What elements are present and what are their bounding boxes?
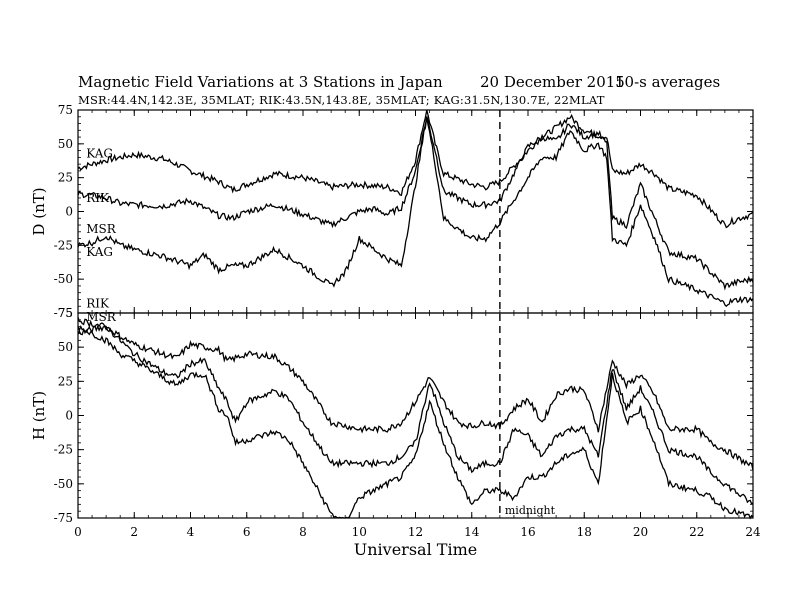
stations-subtitle: MSR:44.4N,142.3E, 35MLAT; RIK:43.5N,143.… xyxy=(78,93,605,107)
chart-title: Magnetic Field Variations at 3 Stations … xyxy=(78,73,720,91)
station-label: KAG xyxy=(86,245,113,259)
station-label: MSR xyxy=(86,310,117,324)
station-label: KAG xyxy=(86,146,113,160)
y-tick-label: 50 xyxy=(58,137,73,151)
y-tick-label: 25 xyxy=(58,374,73,388)
y-tick-label: 50 xyxy=(58,340,73,354)
series-line-D-3 xyxy=(77,117,754,308)
y-tick-label: -25 xyxy=(54,443,73,457)
x-tick-label: 6 xyxy=(243,525,251,539)
x-tick-label: 16 xyxy=(520,525,535,539)
x-tick-label: 12 xyxy=(408,525,423,539)
y-tick-label: 75 xyxy=(58,103,73,117)
x-tick-label: 24 xyxy=(745,525,761,539)
x-tick-label: 14 xyxy=(464,525,480,539)
y-tick-label: -75 xyxy=(54,306,73,320)
panel-frame-H xyxy=(77,312,754,519)
x-tick-label: 22 xyxy=(689,525,704,539)
series-line-H-2 xyxy=(77,316,754,505)
station-label: RIK xyxy=(86,191,110,205)
x-tick-label: 8 xyxy=(299,525,307,539)
y-tick-label: -50 xyxy=(54,477,73,491)
series-line-D-1 xyxy=(77,109,754,229)
y-tick-label: 0 xyxy=(65,205,73,219)
x-tick-label: 4 xyxy=(187,525,195,539)
averaging-text: 10-s averages xyxy=(615,73,721,91)
x-tick-label: 0 xyxy=(74,525,82,539)
y-axis-label: D (nT) xyxy=(30,187,48,235)
midnight-label: midnight xyxy=(505,504,556,517)
series-line-H-1 xyxy=(77,324,754,471)
series-line-H-3 xyxy=(77,324,754,520)
x-axis-label: Universal Time xyxy=(354,540,477,559)
y-tick-label: 0 xyxy=(65,409,73,423)
title-text: Magnetic Field Variations at 3 Stations … xyxy=(78,73,443,91)
x-tick-label: 20 xyxy=(633,525,648,539)
x-tick-label: 10 xyxy=(352,525,367,539)
x-tick-label: 18 xyxy=(577,525,592,539)
y-tick-label: 25 xyxy=(58,171,73,185)
station-label: MSR xyxy=(86,222,117,236)
y-axis-label: H (nT) xyxy=(30,391,48,440)
date-text: 20 December 2015 xyxy=(480,73,625,91)
series-line-D-2 xyxy=(77,116,754,291)
x-tick-label: 2 xyxy=(130,525,138,539)
y-tick-label: -75 xyxy=(54,511,73,525)
y-tick-label: 75 xyxy=(58,306,73,320)
y-tick-label: -25 xyxy=(54,238,73,252)
station-label: RIK xyxy=(86,297,110,311)
y-tick-label: -50 xyxy=(54,272,73,286)
